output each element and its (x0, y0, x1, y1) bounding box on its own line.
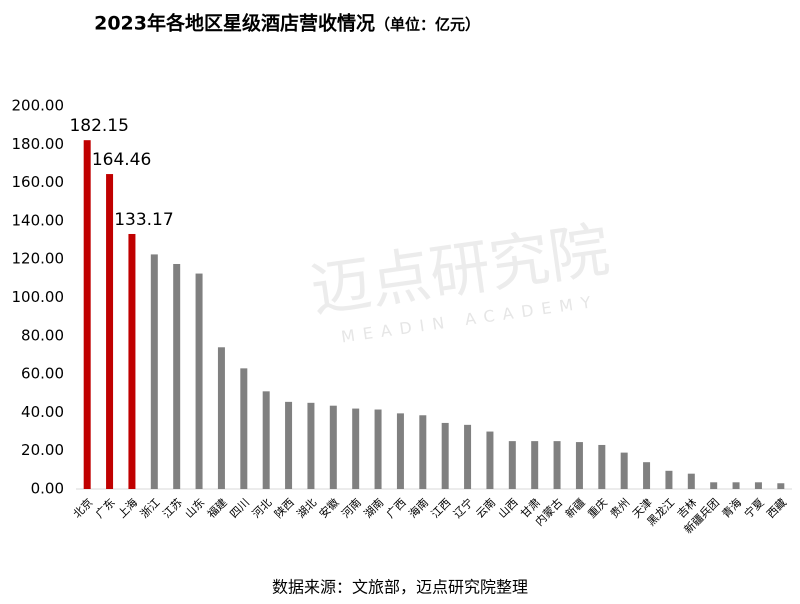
y-tick-label: 160.00 (12, 173, 65, 191)
bar (329, 405, 337, 489)
bar (285, 401, 293, 489)
bar (531, 441, 539, 489)
x-tick-label: 安徽 (316, 495, 341, 520)
x-tick-label: 新疆 (562, 495, 587, 520)
bar (128, 233, 136, 489)
x-tick-label: 宁夏 (741, 495, 766, 520)
value-label: 164.46 (92, 150, 151, 170)
x-tick-label: 浙江 (138, 496, 163, 521)
bar (553, 441, 561, 489)
x-tick-label: 广东 (93, 496, 118, 521)
x-tick-label: 福建 (204, 495, 229, 520)
x-tick-label: 青海 (719, 495, 744, 520)
x-tick-label: 河北 (250, 496, 275, 521)
bar (777, 483, 785, 489)
y-tick-label: 120.00 (12, 250, 65, 268)
x-tick-label: 上海 (115, 495, 140, 520)
y-tick-label: 100.00 (12, 288, 65, 306)
x-tick-label: 广西 (384, 496, 409, 521)
bar (106, 174, 114, 490)
x-tick-label: 江苏 (160, 496, 185, 521)
x-tick-label: 云南 (473, 496, 498, 521)
x-tick-label: 海南 (406, 495, 431, 520)
y-tick-label: 0.00 (31, 480, 64, 498)
x-tick-label: 江西 (429, 496, 454, 521)
x-tick-label: 辽宁 (450, 495, 475, 520)
bar (665, 470, 673, 489)
bar (217, 347, 225, 489)
y-tick-label: 60.00 (21, 365, 64, 383)
bar (150, 254, 158, 489)
y-tick-label: 180.00 (12, 135, 65, 153)
x-tick-label: 湖北 (294, 496, 319, 521)
bar (687, 473, 695, 489)
x-tick-label: 山东 (183, 496, 208, 521)
bar (598, 444, 606, 489)
bar (240, 368, 248, 489)
bar (83, 140, 91, 490)
chart-title: 2023年各地区星级酒店营收情况 (94, 12, 375, 35)
bar (396, 413, 404, 489)
x-tick-label: 北京 (70, 495, 95, 520)
y-tick-label: 40.00 (21, 403, 64, 421)
bar (575, 442, 583, 489)
x-tick-label: 四川 (227, 496, 252, 521)
y-tick-label: 20.00 (21, 441, 64, 459)
bar (464, 424, 472, 489)
bar (195, 273, 203, 489)
bar (508, 441, 516, 489)
bar (173, 263, 181, 489)
x-tick-label: 湖南 (362, 496, 387, 521)
title-group: 2023年各地区星级酒店营收情况 （单位：亿元） (94, 12, 480, 35)
bar (441, 422, 449, 489)
x-tick-label: 贵州 (608, 496, 633, 521)
x-tick-label: 西藏 (764, 496, 789, 521)
x-tick-label: 山西 (496, 496, 521, 521)
bar (643, 462, 651, 489)
bar (374, 409, 382, 489)
bar (486, 431, 494, 489)
value-label: 182.15 (69, 116, 128, 136)
value-label: 133.17 (114, 210, 173, 230)
bar (754, 482, 762, 489)
y-tick-label: 140.00 (12, 211, 65, 229)
x-tick-label: 陕西 (271, 495, 296, 520)
x-tick-label: 河南 (339, 496, 364, 521)
bar (710, 482, 718, 489)
bar (419, 415, 427, 489)
x-tick-label: 重庆 (585, 495, 610, 520)
bar (262, 391, 270, 489)
source-note: 数据来源：文旅部，迈点研究院整理 (272, 578, 528, 597)
bar (732, 482, 740, 489)
bar (307, 402, 315, 489)
bar (620, 452, 628, 489)
y-tick-label: 80.00 (21, 326, 64, 344)
y-tick-label: 200.00 (12, 97, 65, 115)
chart-subtitle: （单位：亿元） (375, 16, 480, 34)
bar (352, 408, 360, 489)
